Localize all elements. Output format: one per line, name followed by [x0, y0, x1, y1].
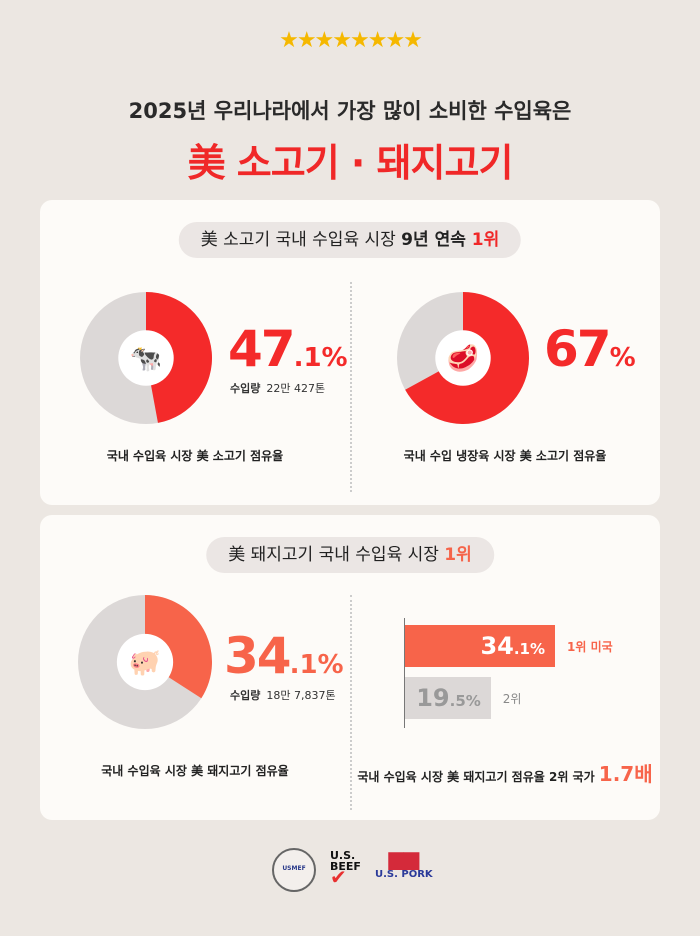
pig-icon: 🐖: [129, 648, 161, 678]
beef-volume: 수입량 22만 427톤: [230, 382, 326, 395]
pork-caption: 국내 수입육 시장 美 돼지고기 점유율: [101, 764, 289, 778]
pork-pill: 美 돼지고기 국내 수입육 시장 1위: [206, 537, 494, 573]
divider: [350, 595, 352, 810]
rank-badge: 1위: [471, 230, 500, 250]
pill-bold: 9년 연속: [401, 230, 472, 250]
pill-text: 美 소고기 국내 수입육 시장: [200, 230, 402, 250]
us-pork-logo: ▆▆ U.S. PORK: [375, 846, 433, 880]
bar-second-label: 2위: [502, 692, 522, 706]
steak-icon: 🥩: [447, 343, 479, 374]
bar-second: 19.5%: [405, 677, 491, 719]
bar-axis: [404, 618, 405, 728]
pork-compare-caption: 국내 수입육 시장 美 돼지고기 점유율 2위 국가 1.7배: [357, 762, 653, 786]
chilled-caption: 국내 수입 냉장육 시장 美 소고기 점유율: [403, 449, 607, 463]
usmef-logo: USMEF: [272, 848, 316, 892]
rating-stars: ★★★★★★★★: [279, 28, 423, 53]
pork-volume: 수입량 18만 7,837톤: [230, 689, 336, 702]
beef-card: 美 소고기 국내 수입육 시장 9년 연속 1위 🐄 47.1% 수입량 22만 …: [40, 200, 660, 505]
pork-share-donut: 🐖: [78, 595, 212, 729]
chilled-share-donut: 🥩: [397, 292, 529, 424]
cow-icon: 🐄: [130, 344, 162, 374]
chilled-share-value: 67%: [544, 320, 636, 378]
beef-pill: 美 소고기 국내 수입육 시장 9년 연속 1위: [178, 222, 522, 258]
donut-hole: [118, 330, 174, 386]
headline-subtitle: 2025년 우리나라에서 가장 많이 소비한 수입육은: [128, 99, 572, 123]
donut-hole: [116, 633, 174, 691]
divider: [350, 282, 352, 492]
beef-share-donut: 🐄: [80, 292, 212, 424]
donut-share-slice: [146, 292, 212, 423]
us-beef-logo: U.S. BEEF ✔: [330, 849, 361, 889]
beef-share-value: 47.1%: [228, 320, 348, 378]
donut-hole: [435, 330, 491, 386]
bar-usa: 34.1%: [405, 625, 556, 667]
pill-text: 美 돼지고기 국내 수입육 시장: [228, 545, 445, 565]
bar-usa-label: 1위 미국: [567, 640, 613, 654]
pork-share-value: 34.1%: [224, 627, 344, 685]
rank-badge: 1위: [444, 545, 472, 565]
beef-caption: 국내 수입육 시장 美 소고기 점유율: [106, 449, 284, 463]
headline-title: 美 소고기 · 돼지고기: [187, 141, 514, 185]
pork-card: 美 돼지고기 국내 수입육 시장 1위 🐖 34.1% 수입량 18만 7,837…: [40, 515, 660, 820]
